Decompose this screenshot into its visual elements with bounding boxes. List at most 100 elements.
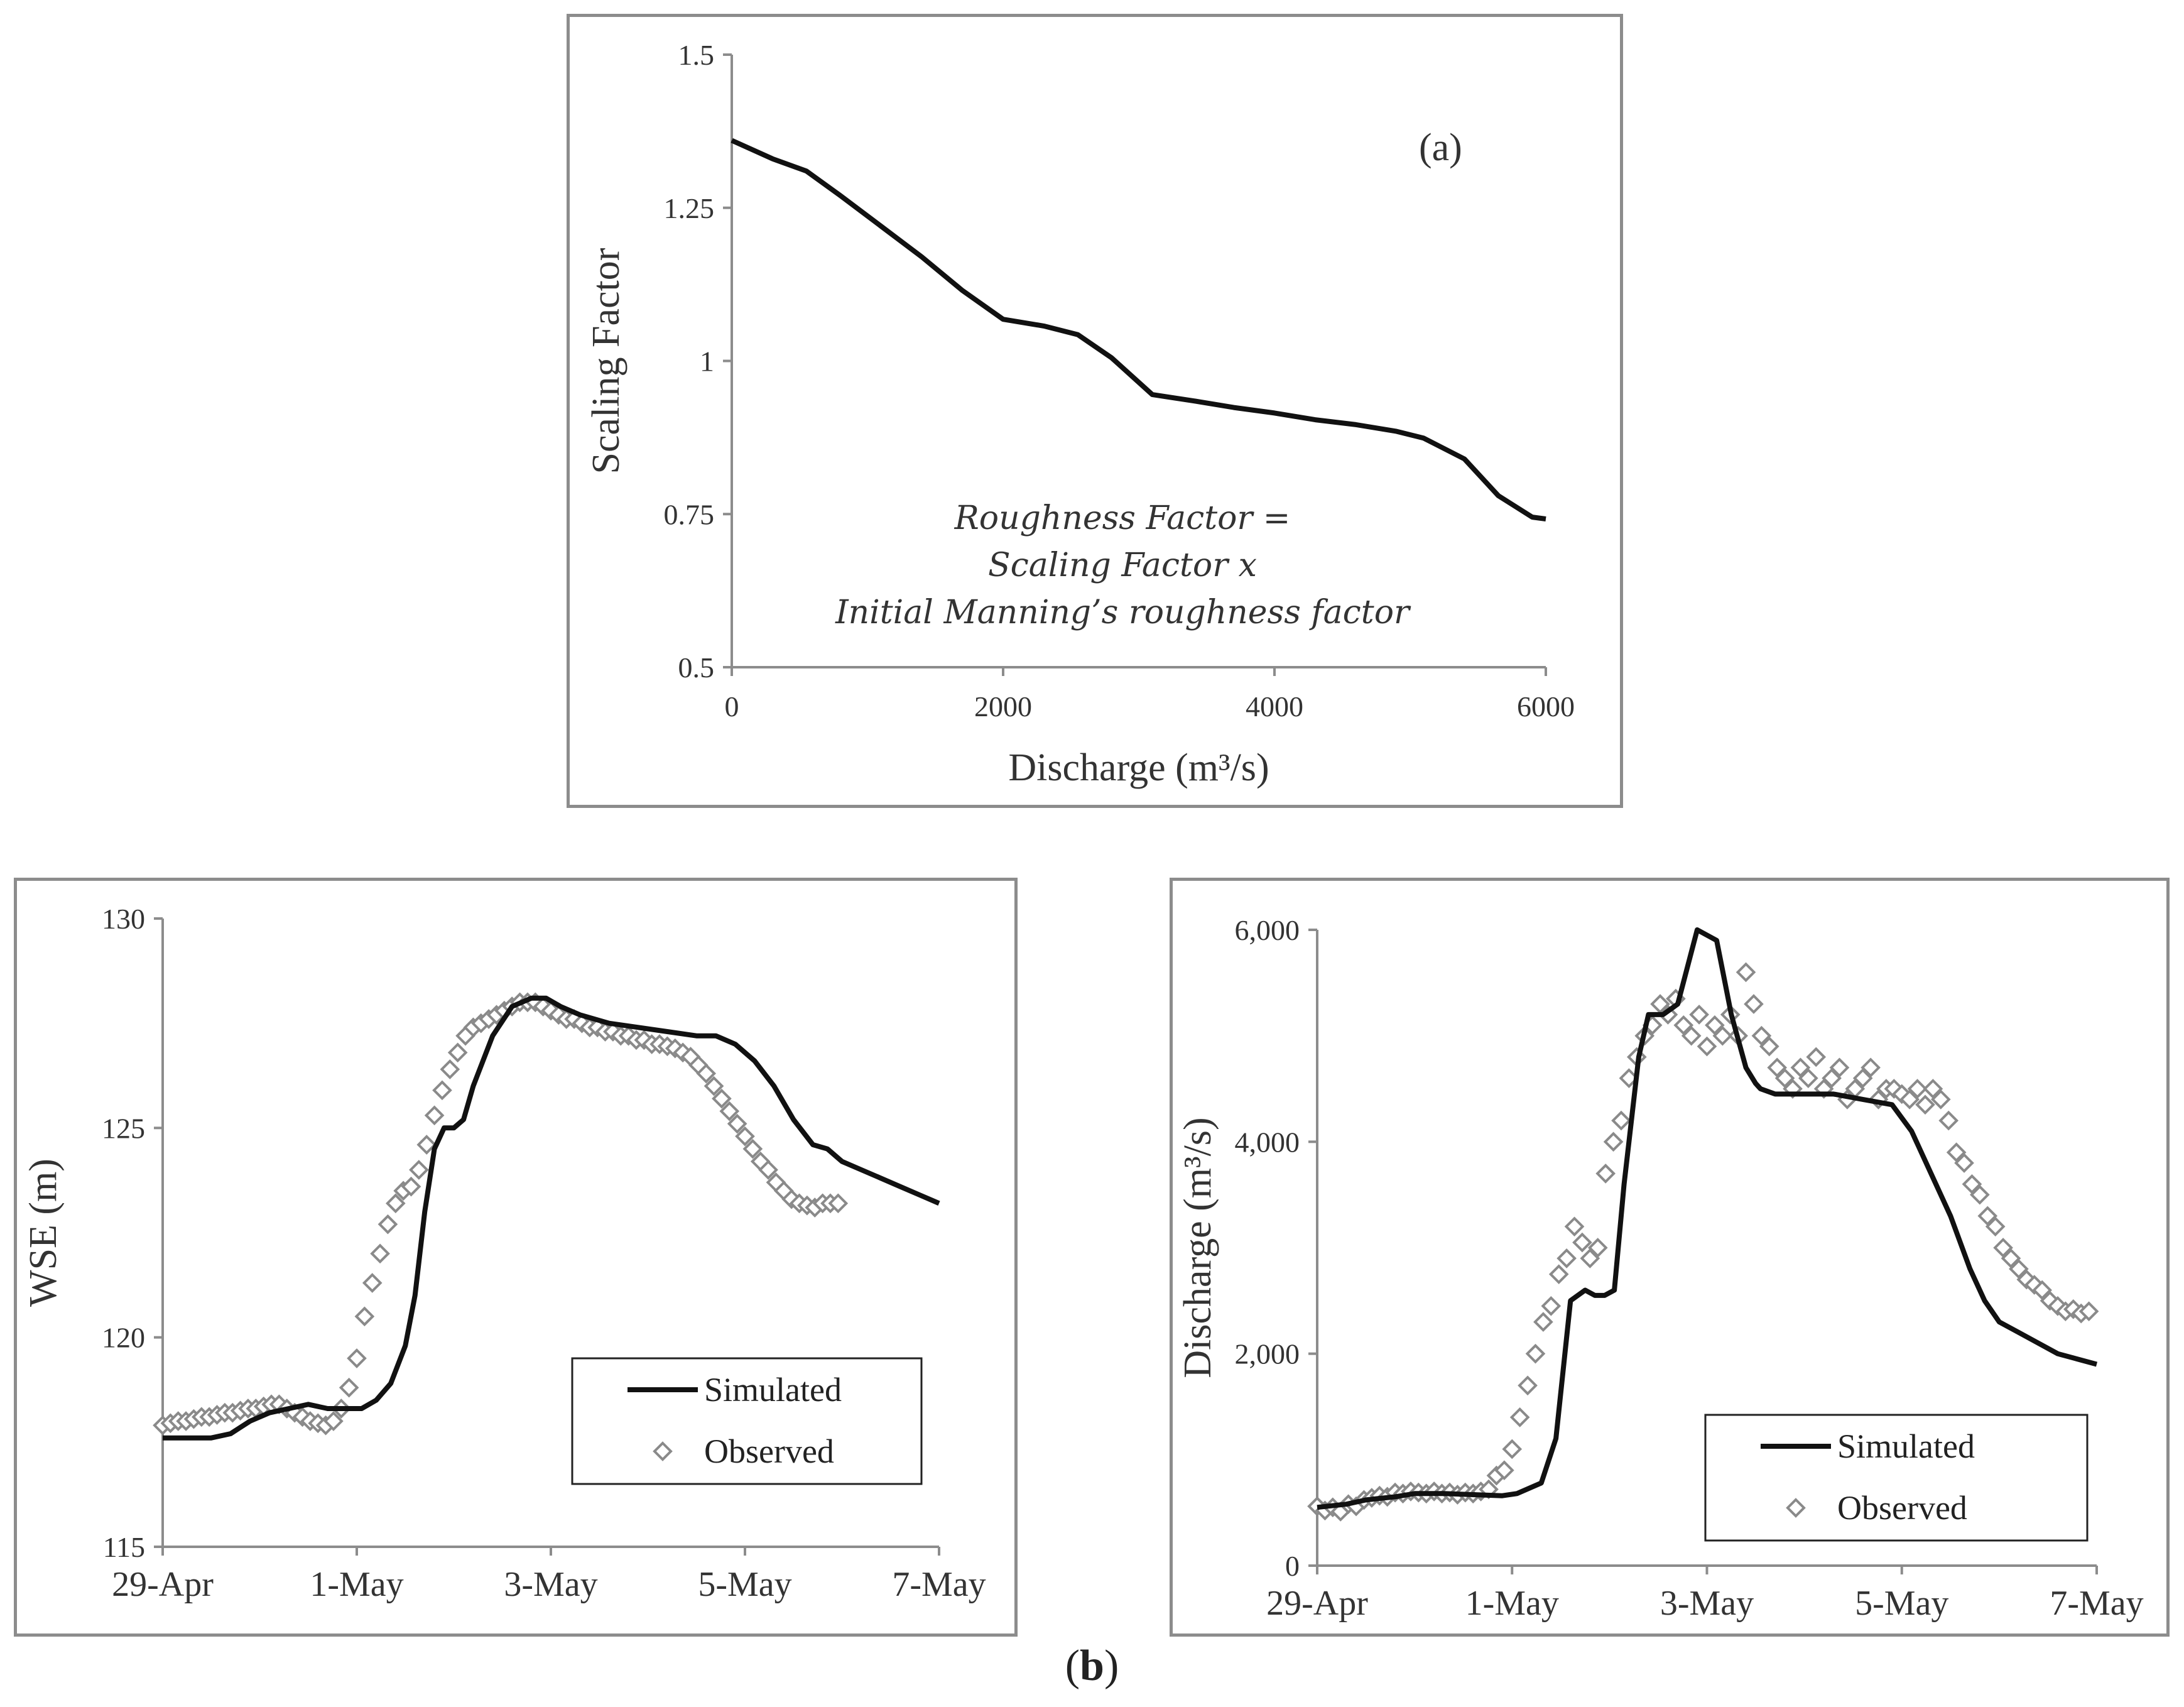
observed-point (1564, 1216, 1585, 1237)
observed-point (401, 1176, 421, 1197)
x-axis-label-text: Discharge (1008, 746, 1175, 789)
observed-point (1572, 1232, 1592, 1253)
simulated-line (163, 995, 940, 1441)
chart-panel-a: 0.5 0.75 1 1.25 1.5 0 2000 4000 6000 (a) Roughness… (567, 14, 1623, 808)
x-axis-label-unit: (m³/s) (1175, 746, 1269, 789)
observed-point (1689, 1005, 1709, 1025)
observed-point (742, 1138, 763, 1159)
x-tick-label: 1-May (1465, 1584, 1559, 1623)
observed-point (370, 1243, 390, 1264)
scaling-factor-line (731, 138, 1546, 521)
observed-point (1798, 1068, 1818, 1088)
observed-point (432, 1080, 452, 1101)
y-tick-label: 115 (103, 1531, 145, 1563)
y-tick-label: 120 (102, 1322, 145, 1354)
observed-point (1751, 1025, 1772, 1046)
y-tick-label: 0.75 (664, 498, 715, 530)
y-tick-label: 1 (700, 346, 714, 378)
observed-point (1595, 1164, 1616, 1184)
y-tick-label: 1.5 (678, 39, 715, 71)
y-axis-label-text: Discharge (1176, 1221, 1219, 1378)
x-tick-label: 29-Apr (112, 1565, 214, 1604)
observed-point (1915, 1094, 1935, 1115)
y-tick-label: 0 (1285, 1550, 1300, 1582)
observed-point (696, 1063, 717, 1084)
observed-point (385, 1193, 406, 1214)
observed-point (2001, 1248, 2021, 1268)
observed-point (1736, 962, 1756, 983)
observed-point (323, 1411, 344, 1431)
figure-label-close: ) (1104, 1642, 1119, 1690)
observed-point (2048, 1295, 2068, 1316)
observed-point (1985, 1216, 2006, 1237)
x-tick-label: 5-May (698, 1565, 791, 1604)
y-tick-label: 4,000 (1235, 1126, 1300, 1158)
observed-point (1946, 1142, 1967, 1163)
observed-point (339, 1377, 359, 1398)
observed-point (1697, 1036, 1717, 1057)
observed-point (828, 1193, 849, 1214)
figure-label: (b) (0, 1641, 2184, 1691)
discharge-chart: 0 2,000 4,000 6,000 29-Apr 1-May 3-May 5-May 7-M… (1176, 914, 2144, 1623)
simulated-line (1317, 927, 2098, 1510)
y-tick-label: 6,000 (1235, 914, 1300, 946)
observed-point (735, 1126, 755, 1147)
observed-point (1712, 1025, 1733, 1046)
x-tick-label: 5-May (1855, 1584, 1948, 1623)
x-tick-label: 6000 (1517, 690, 1575, 723)
observed-point (347, 1348, 367, 1368)
observed-point (362, 1273, 383, 1293)
observed-point (1829, 1057, 1850, 1078)
observed-point (1822, 1068, 1842, 1088)
observed-point (1852, 1068, 1873, 1088)
x-tick-label: 7-May (2050, 1584, 2143, 1623)
x-tick-label: 0 (725, 690, 739, 723)
observed-point (1970, 1184, 1990, 1205)
observed-point (1962, 1174, 1982, 1194)
observed-point (1681, 1025, 1702, 1046)
observed-point (1533, 1312, 1553, 1332)
legend-simulated-label: Simulated (704, 1371, 842, 1409)
chart-panel-wse: 115 120 125 130 29-Apr 1-May 3-May 5-May 7-May Si… (14, 878, 1018, 1637)
observed-point (416, 1135, 437, 1155)
chart-panel-discharge: 0 2,000 4,000 6,000 29-Apr 1-May 3-May 5-May 7-M… (1170, 878, 2170, 1637)
observed-point (1509, 1407, 1530, 1427)
legend-observed-swatch (653, 1441, 673, 1461)
observed-point (1923, 1079, 1943, 1099)
formula-line: Initial Manning’s roughness factor (835, 594, 1411, 631)
observed-point (1548, 1264, 1569, 1284)
observed-point (1993, 1238, 2013, 1258)
y-tick-label: 0.5 (678, 652, 715, 684)
observed-point (1954, 1153, 1974, 1173)
observed-point (1938, 1110, 1959, 1131)
y-tick-label: 130 (102, 903, 145, 935)
observed-point (1744, 994, 1764, 1014)
y-tick-label: 2,000 (1235, 1338, 1300, 1370)
observed-point (1541, 1295, 1562, 1316)
y-axis-label: WSE (m) (22, 1159, 65, 1307)
y-axis-label: Discharge (m³/s) (1176, 1117, 1219, 1378)
observed-point (719, 1101, 740, 1121)
x-axis-label: Discharge (m³/s) (1008, 746, 1269, 789)
legend-box (571, 1357, 923, 1485)
observed-point (1603, 1132, 1624, 1152)
y-axis-label: Scaling Factor (585, 248, 627, 474)
x-tick-label: 1-May (310, 1565, 403, 1604)
observed-point (1658, 1005, 1678, 1025)
observed-point (447, 1042, 468, 1063)
observed-point (440, 1059, 460, 1079)
legend-observed-label: Observed (1837, 1489, 1967, 1527)
observed-point (1587, 1238, 1608, 1258)
observed-point (1580, 1248, 1600, 1268)
observed-point (704, 1076, 724, 1096)
observed-point (1861, 1057, 1881, 1078)
x-tick-label: 3-May (1660, 1584, 1754, 1623)
observed-point (1502, 1439, 1523, 1459)
observed-point (1899, 1089, 1920, 1110)
legend-simulated-label: Simulated (1837, 1427, 1975, 1465)
observed-point (1673, 1015, 1694, 1035)
observed-point (1774, 1068, 1795, 1088)
observed-point (2009, 1258, 2029, 1279)
scaling-factor-chart: 0.5 0.75 1 1.25 1.5 0 2000 4000 6000 (a) Roughness… (585, 39, 1575, 789)
observed-point (1767, 1057, 1788, 1078)
